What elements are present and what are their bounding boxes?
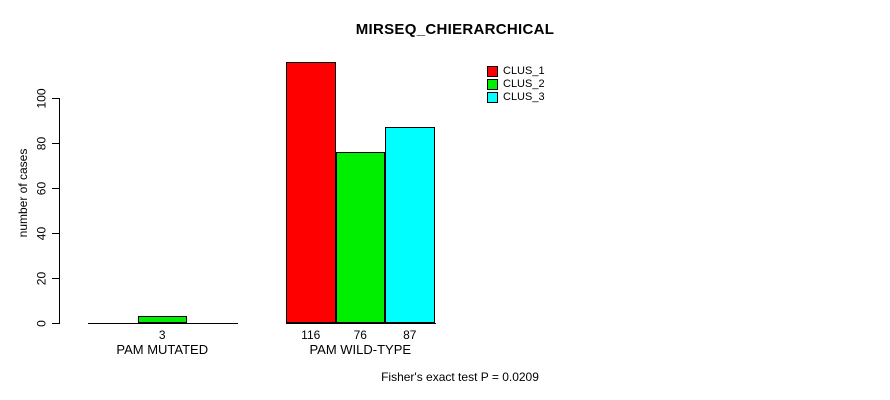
chart-title: MIRSEQ_CHIERARCHICAL <box>355 21 555 38</box>
bar <box>286 62 336 323</box>
legend-item: CLUS_1 <box>487 66 545 77</box>
legend-swatch-cyan <box>487 92 498 103</box>
y-tick <box>52 98 59 99</box>
bar <box>385 127 435 323</box>
y-tick-label: 0 <box>34 319 49 327</box>
pvalue-annotation: Fisher's exact test P = 0.0209 <box>381 370 539 384</box>
y-tick-label: 20 <box>34 271 49 285</box>
y-tick <box>52 278 59 279</box>
category-label: PAM MUTATED <box>116 342 209 357</box>
bar-value-label: 116 <box>301 328 321 342</box>
y-axis-line <box>59 98 60 324</box>
y-tick <box>52 188 59 189</box>
bar <box>137 316 187 323</box>
group-baseline <box>286 323 436 324</box>
group-baseline <box>88 323 238 324</box>
legend-item: CLUS_2 <box>487 79 545 90</box>
legend-swatch-red <box>487 66 498 77</box>
legend-item: CLUS_3 <box>487 92 545 103</box>
legend-swatch-green <box>487 79 498 90</box>
legend: CLUS_1 CLUS_2 CLUS_3 <box>487 66 545 103</box>
y-tick-label: 80 <box>34 136 49 150</box>
legend-label: CLUS_1 <box>503 65 545 77</box>
y-tick-label: 60 <box>34 181 49 195</box>
legend-label: CLUS_3 <box>503 91 545 103</box>
bar-value-label: 3 <box>158 328 166 342</box>
y-tick-label: 40 <box>34 226 49 240</box>
y-tick <box>52 143 59 144</box>
bar-value-label: 87 <box>403 328 417 342</box>
legend-label: CLUS_2 <box>503 78 545 90</box>
bar-value-label: 76 <box>353 328 367 342</box>
y-tick <box>52 233 59 234</box>
y-tick <box>52 323 59 324</box>
bar <box>335 152 385 323</box>
category-label: PAM WILD-TYPE <box>309 342 412 357</box>
y-tick-label: 100 <box>34 87 49 109</box>
